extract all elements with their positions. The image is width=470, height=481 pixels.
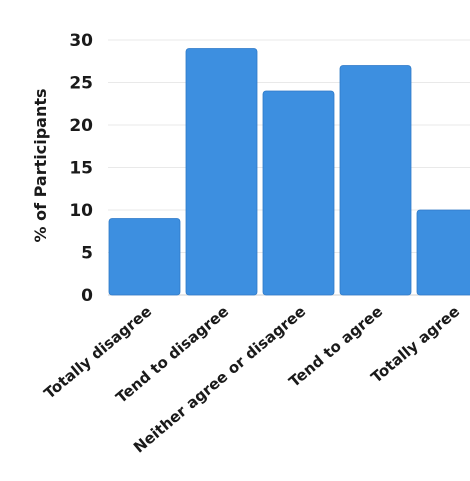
- y-tick-label: 10: [69, 201, 93, 221]
- y-tick-label: 5: [81, 244, 93, 264]
- bar-totally-disagree[interactable]: [108, 218, 181, 296]
- y-tick-label: 25: [69, 74, 93, 94]
- bar-tend-to-agree[interactable]: [339, 65, 412, 296]
- bars: [108, 48, 470, 296]
- y-tick-label: 15: [69, 159, 93, 179]
- y-tick-label: 0: [81, 286, 93, 306]
- bar-tend-to-disagree[interactable]: [185, 48, 258, 296]
- y-tick-label: 20: [69, 116, 93, 136]
- bar-totally-agree[interactable]: [416, 209, 470, 296]
- bar-neither-agree-or-disagree[interactable]: [262, 90, 335, 296]
- y-axis-title: % of Participants: [31, 88, 50, 242]
- y-tick-label: 30: [69, 31, 93, 51]
- y-tick-labels: 0 5 10 15 20 25 30: [69, 31, 93, 306]
